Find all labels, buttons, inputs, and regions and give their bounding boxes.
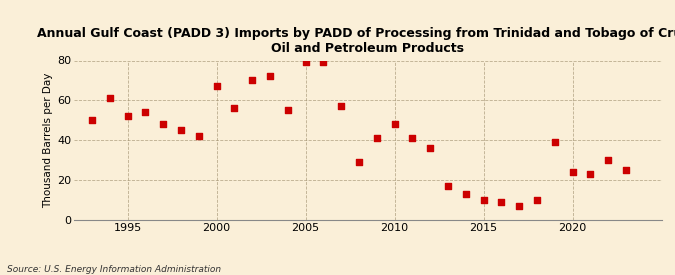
Point <box>300 60 311 65</box>
Point <box>335 104 346 109</box>
Point <box>282 108 293 112</box>
Point <box>140 110 151 114</box>
Point <box>371 136 382 141</box>
Point <box>265 74 275 79</box>
Point <box>567 170 578 174</box>
Point <box>194 134 205 138</box>
Point <box>354 160 364 164</box>
Point <box>531 198 542 202</box>
Point <box>620 168 631 172</box>
Point <box>158 122 169 127</box>
Point <box>229 106 240 111</box>
Point <box>122 114 133 119</box>
Y-axis label: Thousand Barrels per Day: Thousand Barrels per Day <box>43 73 53 208</box>
Point <box>496 200 507 204</box>
Point <box>425 146 435 150</box>
Point <box>247 78 258 82</box>
Point <box>389 122 400 127</box>
Point <box>407 136 418 141</box>
Point <box>549 140 560 144</box>
Point <box>318 60 329 65</box>
Text: Source: U.S. Energy Information Administration: Source: U.S. Energy Information Administ… <box>7 265 221 274</box>
Point <box>478 198 489 202</box>
Title: Annual Gulf Coast (PADD 3) Imports by PADD of Processing from Trinidad and Tobag: Annual Gulf Coast (PADD 3) Imports by PA… <box>36 27 675 55</box>
Point <box>211 84 222 89</box>
Point <box>443 184 454 188</box>
Point <box>105 96 115 101</box>
Point <box>460 192 471 196</box>
Point <box>603 158 614 162</box>
Point <box>514 204 524 208</box>
Point <box>86 118 97 123</box>
Point <box>585 172 596 176</box>
Point <box>176 128 186 133</box>
